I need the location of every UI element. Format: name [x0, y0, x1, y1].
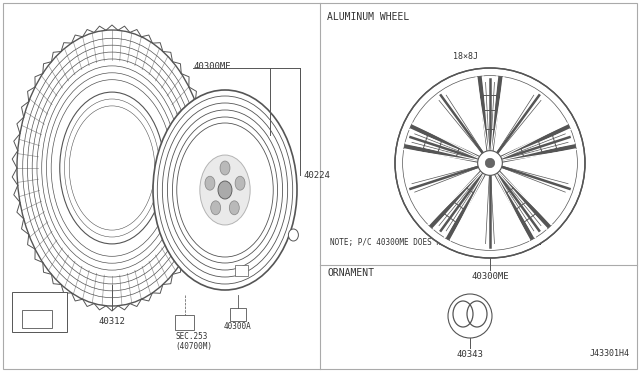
Circle shape: [448, 294, 492, 338]
FancyBboxPatch shape: [230, 308, 246, 321]
Circle shape: [477, 151, 502, 175]
Text: 40300AA: 40300AA: [15, 295, 47, 304]
Ellipse shape: [205, 176, 215, 190]
Ellipse shape: [229, 201, 239, 215]
Ellipse shape: [60, 92, 164, 244]
Bar: [22, 310, 52, 328]
Ellipse shape: [153, 90, 297, 290]
Text: ALUMINUM WHEEL: ALUMINUM WHEEL: [327, 12, 409, 22]
Text: 40300ME: 40300ME: [193, 62, 230, 71]
Ellipse shape: [200, 155, 250, 225]
Ellipse shape: [218, 181, 232, 199]
Circle shape: [479, 152, 501, 174]
Ellipse shape: [235, 176, 245, 190]
Circle shape: [485, 158, 495, 168]
Text: 40343: 40343: [456, 350, 483, 359]
Ellipse shape: [289, 229, 298, 241]
Text: ORNAMENT: ORNAMENT: [327, 268, 374, 278]
Ellipse shape: [220, 161, 230, 175]
Text: NOTE; P/C 40300ME DOES NOT INCLUDE WHEEL NUTS.: NOTE; P/C 40300ME DOES NOT INCLUDE WHEEL…: [330, 238, 543, 247]
Text: 40300ME: 40300ME: [471, 272, 509, 281]
Text: 40224: 40224: [303, 170, 330, 180]
FancyBboxPatch shape: [234, 264, 248, 276]
Ellipse shape: [211, 201, 221, 215]
Text: 40300A: 40300A: [224, 322, 252, 331]
Circle shape: [486, 158, 495, 167]
Text: 40312: 40312: [99, 317, 125, 326]
Bar: [12, 292, 67, 332]
FancyBboxPatch shape: [175, 314, 193, 330]
Text: 18×8J: 18×8J: [454, 52, 479, 61]
Circle shape: [395, 68, 585, 258]
Ellipse shape: [17, 30, 207, 306]
Text: (40700M): (40700M): [175, 342, 212, 351]
Text: J43301H4: J43301H4: [590, 349, 630, 358]
Text: SEC.253: SEC.253: [175, 332, 207, 341]
